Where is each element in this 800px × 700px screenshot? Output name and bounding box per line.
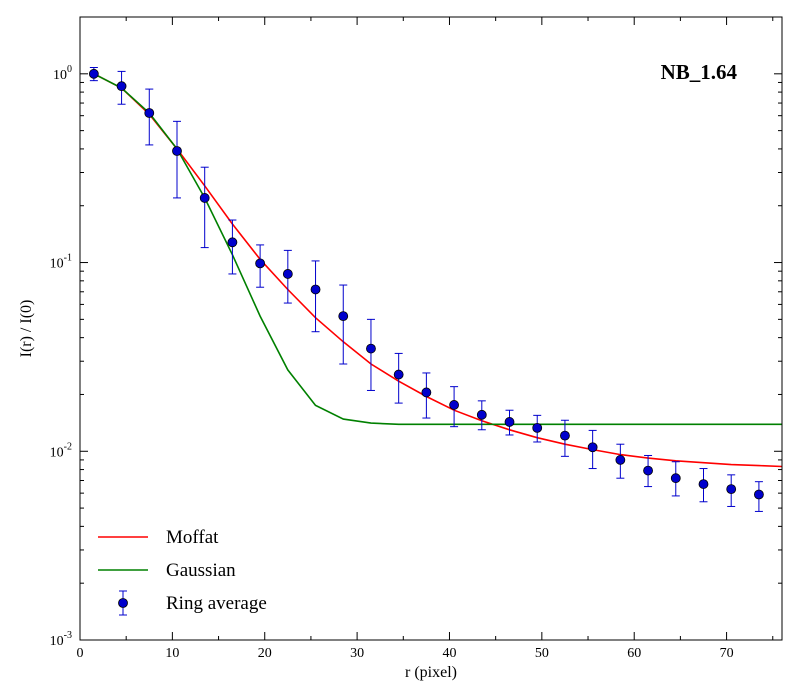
legend-item-moffat: Moffat	[98, 527, 219, 548]
data-marker	[282, 269, 293, 279]
chart-title: NB_1.64	[661, 60, 738, 84]
data-marker	[504, 417, 515, 427]
legend: Moffat Gaussian Ring average	[98, 527, 267, 616]
ring-average-point	[754, 481, 764, 512]
data-marker	[227, 237, 238, 248]
data-marker	[366, 343, 376, 354]
x-tick-label: 40	[442, 646, 456, 661]
data-marker	[587, 442, 598, 453]
data-marker	[199, 193, 210, 203]
ring-average-point	[560, 419, 570, 457]
y-axis-label: I(r) / I(0)	[18, 300, 35, 358]
ring-average-point	[199, 166, 210, 249]
x-tick-label: 70	[720, 646, 734, 661]
axis-ticks	[79, 16, 782, 641]
data-marker	[421, 387, 432, 398]
ring-average-point	[421, 372, 432, 419]
x-tick-label: 60	[627, 646, 641, 661]
legend-label: Moffat	[166, 527, 219, 548]
ring-average-point	[587, 429, 598, 470]
data-marker	[615, 455, 626, 465]
legend-marker	[118, 598, 128, 608]
ring-average-point	[393, 352, 404, 404]
data-marker	[88, 68, 99, 79]
ring-average-point	[532, 414, 543, 443]
legend-label: Ring average	[166, 593, 267, 614]
x-tick-label: 30	[350, 646, 364, 661]
ring-average-point	[282, 249, 293, 304]
data-marker	[255, 258, 266, 269]
data-marker	[449, 400, 459, 410]
ring-average-point	[88, 67, 99, 82]
data-marker	[643, 465, 653, 476]
ring-average-point	[227, 219, 238, 275]
ring-average-point	[338, 284, 349, 365]
ring-average-point	[726, 474, 737, 507]
data-marker	[532, 422, 543, 433]
y-tick-label: 10-2	[50, 441, 72, 460]
plot-frame	[79, 16, 783, 641]
ring-average-point	[116, 70, 127, 105]
data-marker	[116, 81, 127, 92]
ring-average-point	[698, 468, 709, 503]
y-tick-label: 100	[53, 64, 72, 83]
x-axis-label: r (pixel)	[405, 664, 457, 681]
ring-average-point	[144, 88, 155, 146]
data-marker	[670, 473, 681, 484]
legend-label: Gaussian	[166, 560, 236, 581]
data-marker	[172, 146, 182, 156]
y-tick-label: 10-1	[50, 253, 72, 272]
data-marker	[754, 489, 764, 500]
x-tick-label: 50	[535, 646, 549, 661]
ring-average-point	[449, 386, 459, 428]
ring-average-point	[172, 120, 182, 199]
ring-average-point	[255, 244, 266, 288]
gaussian-line	[93, 73, 782, 426]
data-marker	[476, 409, 487, 420]
data-marker	[338, 311, 349, 322]
data-marker	[393, 369, 404, 380]
legend-item-gaussian: Gaussian	[98, 560, 236, 581]
x-tick-label: 0	[77, 646, 84, 661]
ring-average-point	[310, 260, 321, 333]
ring-average-point	[643, 454, 653, 488]
ring-average-point	[504, 409, 515, 436]
ring-average-point	[670, 461, 681, 497]
data-marker	[310, 284, 321, 295]
moffat-line	[93, 73, 783, 468]
tick-labels: 0 10 20 30 40 50 60 70 10-3 10-2 10-1 100	[50, 64, 734, 661]
data-marker	[698, 479, 709, 489]
data-marker	[560, 430, 570, 441]
x-tick-label: 10	[165, 646, 179, 661]
legend-item-ring-average: Ring average	[118, 590, 267, 616]
ring-average-point	[615, 443, 626, 479]
ring-average-point	[476, 400, 487, 431]
ring-average-point	[366, 318, 376, 391]
series-layer	[88, 67, 783, 512]
x-tick-label: 20	[258, 646, 272, 661]
data-marker	[144, 108, 155, 118]
data-marker	[726, 484, 737, 495]
y-tick-label: 10-3	[50, 630, 72, 649]
